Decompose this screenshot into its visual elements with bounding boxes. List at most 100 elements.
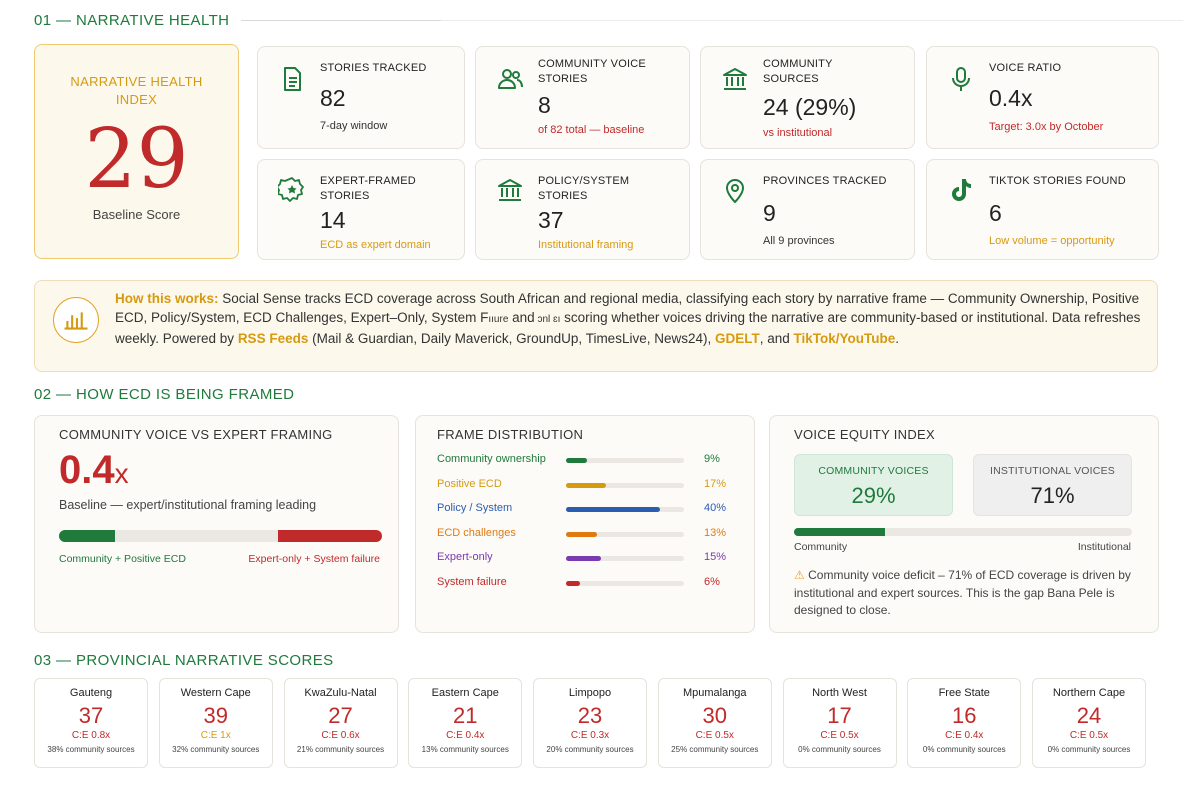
stat-value: 9 bbox=[763, 200, 776, 226]
frame-bar-fill bbox=[566, 556, 601, 561]
province-card[interactable]: Free State 16 C:E 0.4x 0% community sources bbox=[907, 678, 1022, 768]
community-voices-value: 29% bbox=[851, 483, 896, 508]
health-index-score: 29 bbox=[84, 112, 189, 207]
institution-icon bbox=[723, 68, 747, 90]
document-icon bbox=[284, 67, 301, 91]
frame-bar-track bbox=[566, 531, 684, 537]
stat-title: POLICY/SYSTEM STORIES bbox=[538, 175, 630, 202]
province-sources: 38% community sources bbox=[47, 745, 135, 754]
stat-card-community-sources: COMMUNITY SOURCES 24 (29%) vs institutio… bbox=[700, 46, 915, 149]
frame-label: Community ownership bbox=[437, 453, 546, 465]
tiktok-youtube-link[interactable]: TikTok/YouTube bbox=[793, 331, 896, 346]
frame-row: ECD challenges 13% bbox=[437, 527, 737, 543]
province-card[interactable]: KwaZulu-Natal 27 C:E 0.6x 21% community sou… bbox=[283, 678, 398, 768]
stat-value: 82 bbox=[320, 85, 346, 111]
frame-row: Policy / System 40% bbox=[437, 502, 737, 518]
province-card[interactable]: Western Cape 39 C:E 1x 32% community source… bbox=[158, 678, 273, 768]
expert-segment bbox=[278, 530, 382, 542]
divider bbox=[241, 20, 442, 21]
panel-title: VOICE EQUITY INDEX bbox=[794, 427, 935, 442]
frame-bar-fill bbox=[566, 580, 580, 586]
stat-title: COMMUNITY VOICE STORIES bbox=[538, 58, 646, 85]
section-title: 02 — HOW ECD IS BEING FRAMED bbox=[34, 386, 295, 403]
province-card[interactable]: North West 17 C:E 0.5x 0% community sources bbox=[782, 678, 897, 768]
microphone-icon bbox=[952, 67, 970, 91]
stat-card-tiktok-stories: TIKTOK STORIES FOUND 6 Low volume = oppo… bbox=[926, 159, 1159, 260]
gdelt-link[interactable]: GDELT bbox=[714, 331, 760, 346]
frame-bar-fill bbox=[566, 482, 606, 488]
voice-ratio-value: 0.4x bbox=[59, 448, 129, 493]
section-header-provincial: 03 — PROVINCIAL NARRATIVE SCORES bbox=[34, 652, 334, 669]
province-score: 30 bbox=[702, 703, 727, 728]
frame-bar-track bbox=[566, 458, 684, 463]
province-score: 27 bbox=[328, 703, 353, 728]
province-card[interactable]: Gauteng 37 C:E 0.8x 38% community sources bbox=[34, 678, 148, 768]
frame-bar-fill bbox=[566, 507, 660, 512]
frame-pct: 40% bbox=[704, 502, 727, 514]
bar-left-label: Community bbox=[794, 541, 848, 553]
province-ratio: C:E 0.5x bbox=[1069, 730, 1109, 741]
province-card[interactable]: Eastern Cape 21 C:E 0.4x 13% community sour… bbox=[408, 678, 523, 768]
stat-note: All 9 provinces bbox=[763, 235, 835, 247]
how-text: ııure bbox=[488, 314, 509, 325]
stat-note: vs institutional bbox=[763, 127, 833, 139]
province-score: 23 bbox=[577, 703, 603, 728]
stat-note: 7-day window bbox=[320, 120, 388, 132]
badge-icon bbox=[278, 177, 304, 202]
stat-title: TIKTOK STORIES FOUND bbox=[989, 175, 1126, 187]
frame-label: ECD challenges bbox=[437, 526, 516, 539]
province-sources: 0% community sources bbox=[798, 745, 881, 754]
institutional-voices-box: INSTITUTIONAL VOICES 71% bbox=[973, 454, 1132, 516]
frame-label: Policy / System bbox=[437, 502, 513, 514]
how-text: , and bbox=[759, 331, 794, 346]
frame-bar-track bbox=[566, 482, 684, 488]
warning-message: ⚠ Community voice deficit – 71% of ECD c… bbox=[794, 567, 1134, 620]
people-icon bbox=[498, 69, 523, 89]
voice-split-bar bbox=[59, 530, 382, 542]
province-sources: 21% community sources bbox=[296, 745, 385, 754]
stat-card-provinces-tracked: PROVINCES TRACKED 9 All 9 provinces bbox=[700, 159, 915, 260]
province-name: Western Cape bbox=[180, 687, 251, 699]
section-header-framing: 02 — HOW ECD IS BEING FRAMED bbox=[34, 386, 294, 403]
province-ratio: C:E 1x bbox=[200, 730, 231, 741]
stat-value: 14 bbox=[320, 207, 346, 233]
stat-card-expert-framed-stories: EXPERT-FRAMED STORIES 14 ECD as expert d… bbox=[257, 159, 465, 260]
how-text: scoring whether voices driving the narra… bbox=[115, 310, 1141, 346]
province-score: 24 bbox=[1076, 703, 1102, 728]
province-card[interactable]: Northern Cape 24 C:E 0.5x 0% community sour… bbox=[1032, 678, 1146, 768]
stat-card-stories-tracked: STORIES TRACKED 82 7-day window bbox=[257, 46, 465, 149]
province-card[interactable]: Limpopo 23 C:E 0.3x 20% community sources bbox=[533, 678, 647, 768]
frame-pct: 9% bbox=[704, 453, 720, 465]
voice-equity-panel: VOICE EQUITY INDEX COMMUNITY VOICES 29% … bbox=[769, 415, 1159, 633]
section-title: 03 — PROVINCIAL NARRATIVE SCORES bbox=[34, 652, 334, 669]
stat-title: VOICE RATIO bbox=[989, 62, 1062, 74]
province-name: Mpumalanga bbox=[682, 687, 747, 699]
how-text: (Mail & Guardian, Daily Maverick, Ground… bbox=[308, 331, 715, 346]
divider bbox=[441, 20, 1184, 21]
frame-row: Community ownership 9% bbox=[437, 453, 737, 469]
frame-label: Expert-only bbox=[437, 551, 493, 563]
province-name: Limpopo bbox=[568, 687, 612, 699]
panel-title: FRAME DISTRIBUTION bbox=[437, 427, 584, 442]
frame-bar-track bbox=[566, 507, 684, 512]
stat-value: 0.4x bbox=[989, 85, 1033, 111]
panel-title: COMMUNITY VOICE VS EXPERT FRAMING bbox=[59, 427, 333, 442]
expert-segment-label: Expert-only + System failure bbox=[248, 553, 380, 565]
location-pin-icon bbox=[726, 179, 744, 203]
stat-value: 24 (29%) bbox=[763, 94, 857, 120]
province-score: 21 bbox=[453, 703, 478, 728]
stat-note: of 82 total — baseline bbox=[538, 124, 645, 136]
community-voices-label: COMMUNITY VOICES bbox=[818, 465, 929, 477]
province-sources: 25% community sources bbox=[671, 745, 759, 754]
how-it-works-panel: How this works: Social Sense tracks ECD … bbox=[34, 280, 1158, 372]
stat-note: Institutional framing bbox=[538, 239, 634, 251]
how-text: . bbox=[895, 331, 900, 346]
province-sources: 13% community sources bbox=[421, 745, 509, 754]
stat-card-policy-system-stories: POLICY/SYSTEM STORIES 37 Institutional f… bbox=[475, 159, 690, 260]
rss-feeds-link[interactable]: RSS Feeds bbox=[237, 331, 309, 346]
province-score: 16 bbox=[952, 703, 977, 728]
province-card[interactable]: Mpumalanga 30 C:E 0.5x 25% community source… bbox=[657, 678, 772, 768]
frame-distribution-panel: FRAME DISTRIBUTION Community ownership 9%… bbox=[415, 415, 755, 633]
how-lead: How this works: bbox=[115, 291, 219, 306]
frame-bar-fill bbox=[566, 458, 587, 463]
